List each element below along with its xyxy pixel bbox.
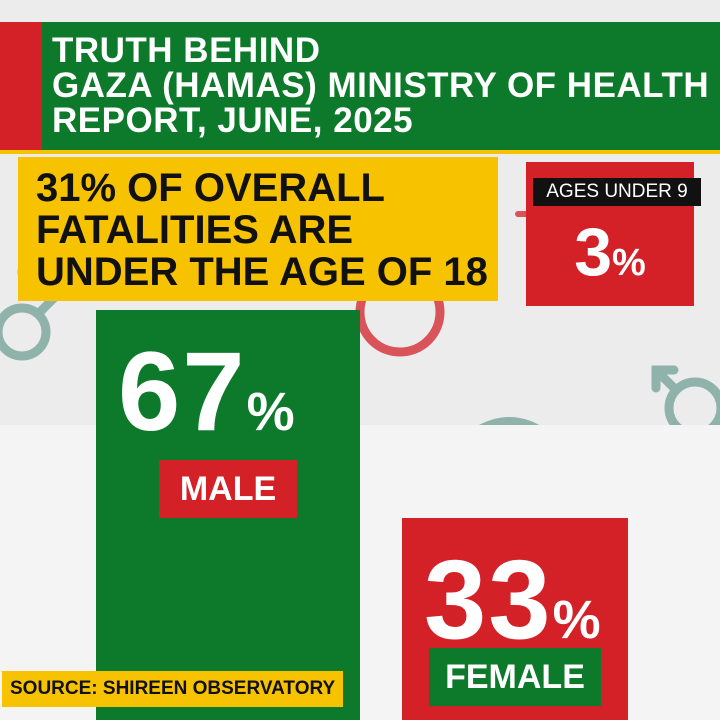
bar-value-female-number: 33: [424, 537, 553, 663]
ages-under-9-label: AGES UNDER 9: [533, 178, 701, 206]
title-line-3: REPORT, JUNE, 2025: [52, 101, 414, 140]
bar-label-male: MALE: [159, 460, 297, 518]
header-accent: [0, 22, 42, 150]
ages-under-9-number: 3: [574, 214, 613, 290]
callout-line-2: FATALITIES ARE: [36, 208, 354, 252]
bar-value-female-unit: %: [552, 590, 601, 651]
page-title: TRUTH BEHIND GAZA (HAMAS) MINISTRY OF HE…: [52, 33, 709, 138]
ages-under-9-unit: %: [612, 242, 646, 284]
bar-label-female: FEMALE: [429, 648, 601, 707]
header-banner: [42, 22, 720, 150]
under-18-callout: [18, 157, 498, 301]
callout-line-3: UNDER THE AGE OF 18: [36, 250, 488, 294]
bar-value-male-number: 67: [118, 329, 247, 454]
callout-line-1: 31% OF OVERALL: [36, 166, 385, 210]
under-18-text: 31% OF OVERALL FATALITIES ARE UNDER THE …: [36, 167, 488, 293]
title-line-1: TRUTH BEHIND: [52, 31, 321, 70]
source-credit: SOURCE: SHIREEN OBSERVATORY: [2, 671, 344, 707]
title-line-2: GAZA (HAMAS) MINISTRY OF HEALTH: [52, 66, 710, 105]
bar-value-male: 67%: [118, 336, 295, 448]
header-underline: [0, 150, 720, 154]
ages-under-9-value: 3%: [526, 212, 694, 292]
bar-value-male-unit: %: [246, 382, 295, 442]
bar-value-female: 33%: [424, 544, 601, 656]
